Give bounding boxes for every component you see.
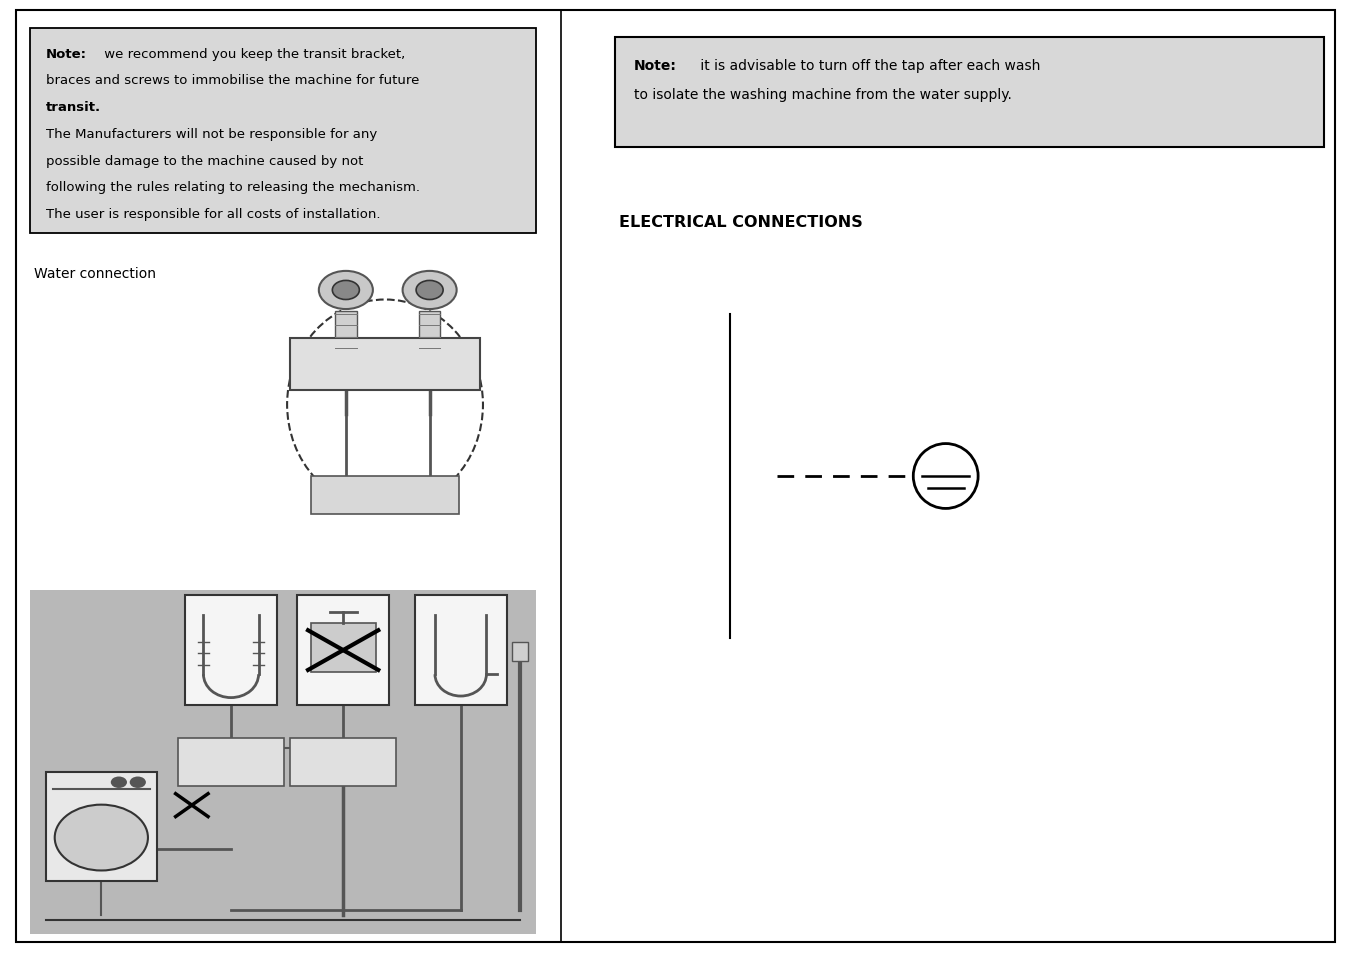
Text: transit.: transit.	[46, 101, 101, 114]
FancyBboxPatch shape	[311, 623, 376, 673]
FancyBboxPatch shape	[46, 772, 157, 882]
Circle shape	[403, 272, 457, 310]
Text: braces and screws to immobilise the machine for future: braces and screws to immobilise the mach…	[46, 74, 419, 88]
Circle shape	[319, 272, 373, 310]
Circle shape	[332, 281, 359, 300]
FancyBboxPatch shape	[297, 596, 389, 705]
FancyBboxPatch shape	[419, 312, 440, 367]
FancyBboxPatch shape	[16, 11, 1335, 942]
Text: following the rules relating to releasing the mechanism.: following the rules relating to releasin…	[46, 181, 420, 194]
Text: we recommend you keep the transit bracket,: we recommend you keep the transit bracke…	[100, 48, 405, 61]
FancyBboxPatch shape	[290, 739, 396, 786]
FancyBboxPatch shape	[185, 596, 277, 705]
Text: The Manufacturers will not be responsible for any: The Manufacturers will not be responsibl…	[46, 128, 377, 141]
Text: Note:: Note:	[634, 59, 677, 73]
FancyBboxPatch shape	[615, 38, 1324, 148]
Circle shape	[55, 804, 149, 871]
FancyBboxPatch shape	[311, 476, 459, 515]
FancyBboxPatch shape	[30, 591, 536, 934]
FancyBboxPatch shape	[30, 29, 536, 233]
Circle shape	[111, 777, 127, 788]
Text: it is advisable to turn off the tap after each wash: it is advisable to turn off the tap afte…	[696, 59, 1040, 73]
Text: to isolate the washing machine from the water supply.: to isolate the washing machine from the …	[634, 88, 1012, 102]
FancyBboxPatch shape	[290, 338, 480, 391]
Text: possible damage to the machine caused by not: possible damage to the machine caused by…	[46, 154, 363, 168]
Ellipse shape	[913, 444, 978, 509]
FancyBboxPatch shape	[178, 739, 284, 786]
Text: Water connection: Water connection	[34, 267, 155, 281]
Text: The user is responsible for all costs of installation.: The user is responsible for all costs of…	[46, 208, 381, 221]
Text: ELECTRICAL CONNECTIONS: ELECTRICAL CONNECTIONS	[619, 214, 862, 230]
Circle shape	[130, 777, 146, 788]
Circle shape	[416, 281, 443, 300]
FancyBboxPatch shape	[415, 596, 507, 705]
FancyBboxPatch shape	[335, 312, 357, 367]
Text: Note:: Note:	[46, 48, 86, 61]
FancyBboxPatch shape	[512, 642, 528, 661]
